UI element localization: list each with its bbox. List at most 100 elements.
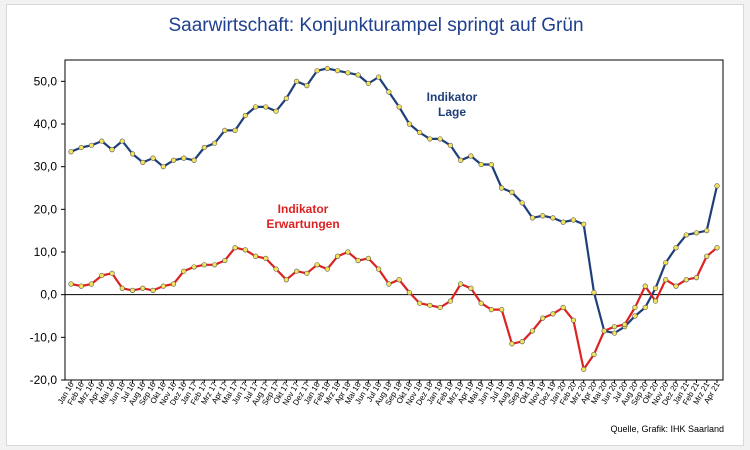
series-label-lage: Lage (438, 105, 466, 119)
data-point (591, 289, 597, 296)
data-point (293, 78, 300, 84)
data-point (540, 315, 546, 321)
data-point (570, 317, 577, 323)
data-point (560, 219, 566, 225)
data-point (304, 270, 310, 276)
y-tick-label: -20,0 (30, 373, 58, 387)
data-point (211, 262, 218, 268)
data-point (683, 232, 689, 238)
data-point (129, 287, 136, 294)
data-point (714, 183, 720, 189)
series-label-lage: Indikator (427, 90, 478, 104)
data-point (252, 253, 259, 259)
data-point (632, 313, 638, 319)
data-point (191, 264, 197, 270)
data-point (170, 157, 177, 163)
data-point (406, 289, 412, 296)
data-point (263, 104, 269, 110)
chart-frame: Saarwirtschaft: Konjunkturampel springt … (6, 4, 744, 446)
data-point (293, 268, 300, 274)
series-line-erwartungen (70, 246, 718, 371)
series-label-erwartungen: Erwartungen (266, 217, 339, 231)
data-point (437, 304, 443, 311)
data-point (622, 321, 628, 328)
data-point (222, 257, 228, 264)
data-point (242, 247, 248, 253)
data-point (437, 136, 443, 142)
data-point (581, 366, 587, 372)
data-point (478, 161, 484, 168)
data-point (273, 266, 279, 272)
data-point (68, 149, 74, 155)
series-line-lage (70, 67, 719, 335)
data-point (88, 281, 95, 287)
data-point (109, 147, 115, 153)
data-point (632, 304, 638, 311)
data-point (386, 89, 392, 95)
data-point (119, 285, 125, 291)
data-point (273, 108, 279, 114)
data-point (396, 104, 402, 110)
data-point (140, 285, 146, 291)
data-point (99, 272, 105, 279)
data-point (119, 138, 125, 144)
data-point (129, 151, 136, 157)
data-point (417, 129, 423, 136)
y-tick-label: 50,0 (34, 74, 58, 88)
data-point (499, 185, 505, 191)
data-point (427, 136, 433, 142)
data-point (693, 275, 700, 281)
data-point (570, 217, 577, 223)
data-point (68, 281, 74, 287)
data-point (642, 283, 648, 289)
data-point (376, 266, 382, 272)
y-tick-label: 20,0 (34, 202, 58, 216)
data-point (324, 266, 330, 272)
data-point (314, 68, 320, 74)
data-point (427, 302, 433, 308)
data-point (447, 142, 453, 148)
data-point (458, 157, 464, 163)
data-point (406, 121, 412, 127)
data-point (252, 104, 259, 110)
data-point (109, 270, 115, 276)
data-point (386, 281, 392, 287)
y-tick-label: 40,0 (34, 117, 58, 131)
data-point (581, 221, 587, 227)
data-point (181, 155, 187, 161)
data-point (99, 138, 105, 144)
data-point (345, 70, 351, 76)
plot-border (64, 59, 724, 381)
data-point (365, 255, 371, 262)
data-point (222, 127, 228, 133)
data-point (519, 339, 525, 345)
data-point (560, 304, 566, 311)
data-point (365, 80, 371, 87)
data-point (458, 281, 464, 287)
data-point (283, 95, 289, 101)
data-point (652, 298, 659, 304)
data-point (478, 300, 484, 306)
data-point (140, 159, 146, 165)
data-point (335, 253, 341, 259)
data-point (529, 215, 536, 221)
data-point (642, 304, 648, 311)
data-point (283, 277, 289, 283)
data-point (673, 283, 679, 289)
data-point (181, 268, 187, 274)
data-point (468, 285, 474, 291)
data-point (88, 142, 95, 148)
data-point (242, 112, 248, 119)
data-point (376, 74, 382, 80)
data-point (683, 277, 689, 283)
data-point (499, 307, 505, 313)
data-point (714, 245, 720, 251)
data-point (150, 287, 156, 294)
data-point (160, 164, 166, 170)
data-point (263, 255, 269, 262)
data-point (314, 262, 320, 268)
data-point (335, 68, 341, 74)
chart-title: Saarwirtschaft: Konjunkturampel springt … (168, 15, 584, 36)
data-point (591, 351, 597, 358)
y-tick-label: 30,0 (34, 160, 58, 174)
